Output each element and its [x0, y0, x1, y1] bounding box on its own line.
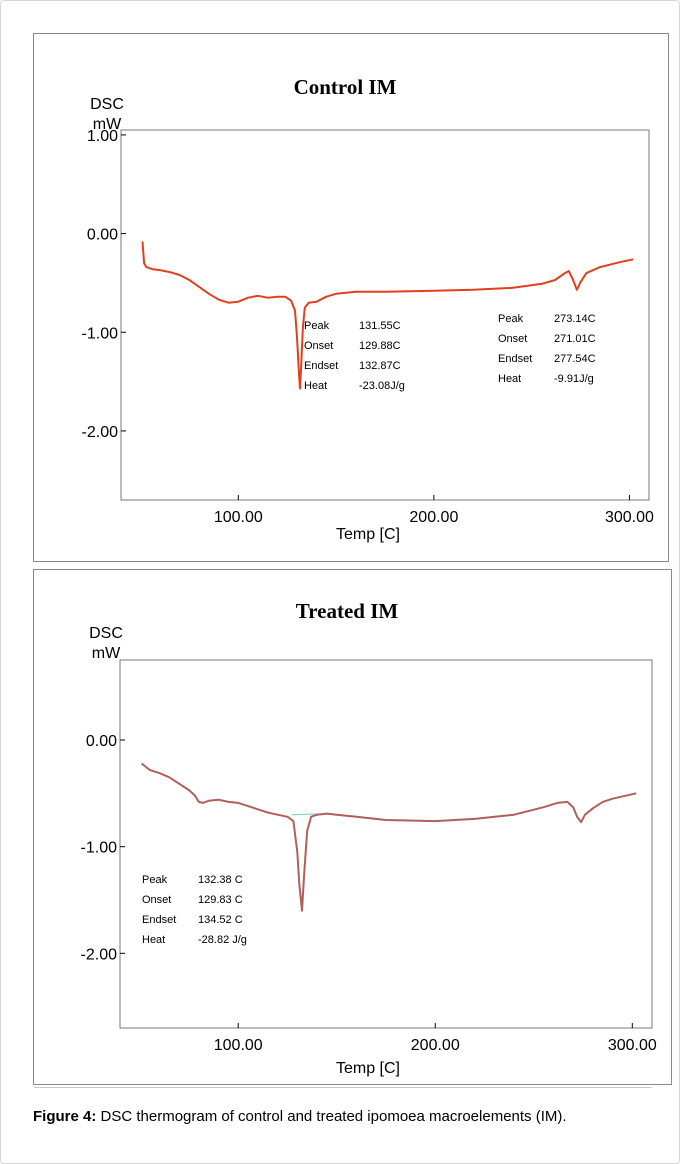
annotation-label: Peak — [142, 874, 168, 886]
treated-im-panel: Treated IM DSC mW 0.00 -1.00 -2.00 100.00 2… — [33, 569, 672, 1085]
annotation-value: 129.83 C — [198, 894, 243, 906]
annotation-label: Endset — [142, 914, 176, 926]
annotation-label: Heat — [304, 380, 327, 392]
annotation-value: 132.87C — [359, 360, 401, 372]
y-axis-label-unit: mW — [92, 645, 121, 662]
x-tick-label: 200.00 — [409, 509, 458, 526]
annotation-peak-273: Peak 273.14C Onset 271.01C Endset 277.54… — [498, 313, 596, 385]
caption-text: DSC thermogram of control and treated ip… — [96, 1108, 567, 1125]
control-im-chart: Control IM DSC mW 1.00 0.00 -1.00 -2.00 100… — [82, 75, 654, 543]
annotation-value: 271.01C — [554, 333, 596, 345]
treated-im-chart: Treated IM DSC mW 0.00 -1.00 -2.00 100.00 2… — [81, 599, 657, 1077]
x-tick-label: 300.00 — [605, 509, 654, 526]
annotation-label: Endset — [498, 353, 532, 365]
y-axis-label-dsc: DSC — [89, 625, 123, 642]
y-ticks: 1.00 0.00 -1.00 -2.00 — [82, 128, 126, 441]
annotation-value: 277.54C — [554, 353, 596, 365]
dsc-curve — [141, 241, 634, 390]
annotation-value: 134.52 C — [198, 914, 243, 926]
caption-label: Figure 4: — [33, 1108, 97, 1125]
y-tick-label: -1.00 — [82, 325, 119, 342]
x-tick-label: 200.00 — [411, 1037, 460, 1054]
annotation-label: Onset — [498, 333, 527, 345]
chart-title: Control IM — [294, 75, 397, 99]
annotation-label: Peak — [304, 320, 330, 332]
y-tick-label: -2.00 — [81, 946, 118, 963]
x-tick-label: 300.00 — [608, 1037, 657, 1054]
annotation-label: Onset — [142, 894, 171, 906]
x-axis-label: Temp [C] — [336, 526, 400, 543]
dsc-curve — [141, 762, 637, 912]
annotation-value: 129.88C — [359, 340, 401, 352]
annotation-value: -28.82 J/g — [198, 934, 247, 946]
plot-area — [120, 129, 650, 501]
annotation-label: Endset — [304, 360, 338, 372]
x-ticks: 100.00 200.00 300.00 — [214, 495, 654, 526]
series-group — [141, 762, 637, 912]
y-tick-label: -1.00 — [81, 840, 118, 857]
chart-title: Treated IM — [296, 599, 399, 623]
series-group — [141, 241, 634, 390]
control-im-panel: Control IM DSC mW 1.00 0.00 -1.00 -2.00 100… — [33, 33, 669, 562]
y-tick-label: 0.00 — [86, 733, 117, 750]
y-axis-label-unit: mW — [93, 116, 122, 133]
annotation-value: -23.08J/g — [359, 380, 405, 392]
x-tick-label: 100.00 — [214, 1037, 263, 1054]
x-ticks: 100.00 200.00 300.00 — [214, 1023, 657, 1054]
y-tick-label: 1.00 — [87, 128, 118, 145]
x-tick-label: 100.00 — [214, 509, 263, 526]
annotation-peak-132: Peak 132.38 C Onset 129.83 C Endset 134.… — [142, 874, 247, 946]
annotation-value: -9.91J/g — [554, 373, 594, 385]
caption-divider — [34, 1087, 652, 1088]
annotation-label: Heat — [142, 934, 165, 946]
annotation-value: 273.14C — [554, 313, 596, 325]
x-axis-label: Temp [C] — [336, 1060, 400, 1077]
y-axis-label-dsc: DSC — [90, 96, 124, 113]
y-tick-label: 0.00 — [87, 227, 118, 244]
annotation-label: Onset — [304, 340, 333, 352]
annotation-peak-131: Peak 131.55C Onset 129.88C Endset 132.87… — [304, 320, 405, 392]
annotation-label: Peak — [498, 313, 524, 325]
annotation-value: 132.38 C — [198, 874, 243, 886]
y-ticks: 0.00 -1.00 -2.00 — [81, 733, 125, 963]
annotation-label: Heat — [498, 373, 521, 385]
figure-caption: Figure 4: DSC thermogram of control and … — [33, 1107, 657, 1126]
annotation-value: 131.55C — [359, 320, 401, 332]
y-tick-label: -2.00 — [82, 424, 119, 441]
plot-area — [119, 659, 653, 1029]
